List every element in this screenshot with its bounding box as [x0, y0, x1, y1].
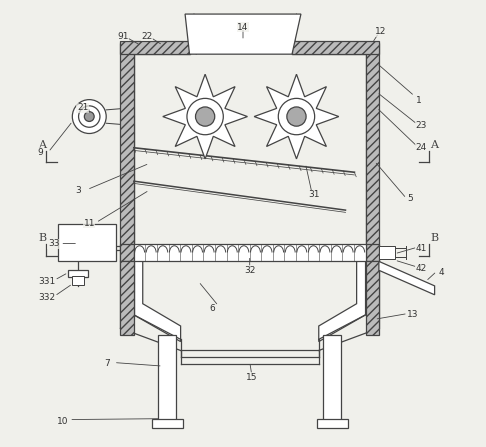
Text: 23: 23 [416, 121, 427, 130]
Circle shape [72, 100, 106, 134]
Circle shape [85, 112, 94, 122]
Text: 4: 4 [438, 268, 444, 277]
Circle shape [187, 98, 223, 135]
Bar [134, 244, 365, 261]
Bar [121, 43, 134, 261]
Text: 22: 22 [141, 32, 153, 41]
Polygon shape [185, 14, 301, 54]
Polygon shape [379, 261, 434, 295]
Circle shape [287, 107, 306, 126]
Text: 10: 10 [57, 417, 68, 426]
Bar [365, 261, 379, 335]
Text: 21: 21 [77, 103, 88, 112]
Circle shape [278, 98, 314, 135]
Bar [58, 224, 116, 261]
Bar [379, 246, 395, 259]
Text: 33: 33 [48, 239, 59, 248]
Bar [121, 261, 134, 335]
Text: 1: 1 [416, 97, 422, 105]
Text: 42: 42 [416, 264, 427, 273]
Text: 5: 5 [407, 194, 413, 203]
Polygon shape [134, 261, 181, 342]
Text: 14: 14 [237, 23, 249, 32]
Text: B: B [38, 233, 46, 243]
Circle shape [79, 106, 100, 127]
Text: 32: 32 [244, 266, 255, 275]
Bar [365, 43, 379, 261]
Text: 332: 332 [38, 292, 55, 302]
Bar [69, 270, 88, 277]
Bar [152, 419, 183, 429]
Polygon shape [319, 261, 365, 342]
Bar [158, 335, 176, 420]
Bar [316, 419, 347, 429]
Polygon shape [254, 74, 339, 159]
Text: 9: 9 [37, 148, 43, 157]
Text: 31: 31 [309, 190, 320, 199]
Text: 331: 331 [38, 277, 55, 286]
Text: 91: 91 [117, 32, 128, 41]
Bar [72, 276, 85, 285]
Circle shape [195, 107, 215, 126]
Text: 13: 13 [407, 310, 418, 319]
Bar [323, 335, 341, 420]
Text: 7: 7 [104, 359, 110, 368]
Text: 6: 6 [209, 304, 215, 312]
Text: 41: 41 [416, 244, 427, 253]
Text: B: B [430, 233, 438, 243]
Text: A: A [430, 140, 438, 150]
Text: A: A [38, 140, 46, 150]
Text: 15: 15 [246, 373, 258, 382]
Polygon shape [163, 74, 247, 159]
Text: 12: 12 [376, 27, 387, 36]
Bar [292, 41, 379, 54]
Text: 3: 3 [75, 186, 81, 194]
Bar [121, 244, 134, 261]
Bar [121, 41, 190, 54]
Bar [365, 244, 379, 261]
Text: 24: 24 [416, 143, 427, 152]
Text: 11: 11 [84, 219, 95, 228]
